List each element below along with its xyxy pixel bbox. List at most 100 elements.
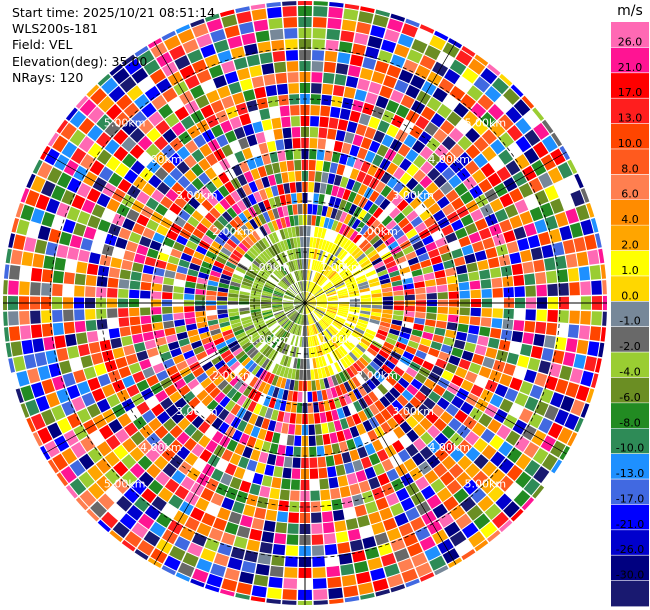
range-gate xyxy=(306,248,310,259)
range-gate xyxy=(339,383,348,395)
range-gate xyxy=(503,230,516,243)
range-gate xyxy=(317,138,327,150)
range-gate xyxy=(106,104,123,121)
range-gate xyxy=(314,171,322,182)
range-gate xyxy=(316,261,322,272)
range-gate xyxy=(305,303,316,305)
range-gate xyxy=(358,341,369,350)
colorbar-tick-label: -2.0 xyxy=(619,340,640,353)
range-gate xyxy=(327,303,338,306)
range-gate xyxy=(229,219,240,231)
range-gate xyxy=(320,489,331,501)
range-gate xyxy=(5,248,12,264)
range-gate xyxy=(97,519,111,533)
range-gate xyxy=(240,224,251,236)
range-gate xyxy=(349,449,360,462)
range-gate xyxy=(330,363,338,375)
range-gate xyxy=(456,424,471,439)
range-gate xyxy=(77,381,91,396)
range-gate xyxy=(323,282,333,290)
range-gate xyxy=(308,171,316,182)
range-gate xyxy=(169,391,182,404)
range-gate xyxy=(433,174,447,188)
range-gate xyxy=(294,313,300,323)
range-gate xyxy=(529,384,544,400)
range-gate xyxy=(330,323,340,332)
range-gate xyxy=(255,30,270,43)
range-gate xyxy=(217,231,229,242)
range-gate xyxy=(427,425,441,439)
range-gate xyxy=(380,408,392,421)
range-gate xyxy=(312,324,318,335)
range-gate xyxy=(422,235,434,246)
range-gate xyxy=(361,242,372,253)
range-gate xyxy=(330,338,339,349)
range-gate xyxy=(262,211,271,223)
range-gate xyxy=(128,362,142,375)
range-gate xyxy=(272,304,283,308)
range-gate xyxy=(229,360,241,371)
range-gate xyxy=(244,43,259,56)
range-gate xyxy=(347,315,358,322)
range-gate xyxy=(294,303,305,307)
range-gate xyxy=(264,164,274,176)
range-gate xyxy=(217,287,229,293)
range-gate xyxy=(499,519,513,533)
range-gate xyxy=(318,275,326,285)
range-gate xyxy=(489,121,506,138)
range-gate xyxy=(375,9,391,18)
range-gate xyxy=(312,312,320,321)
range-gate xyxy=(534,189,549,206)
range-gate xyxy=(161,159,176,174)
range-gate xyxy=(555,378,569,395)
range-gate xyxy=(162,128,177,143)
range-gate xyxy=(344,462,355,475)
range-gate xyxy=(369,253,380,263)
range-gate xyxy=(444,521,461,538)
range-gate xyxy=(532,447,549,465)
range-gate xyxy=(457,323,469,333)
range-gate xyxy=(275,522,288,534)
range-gate xyxy=(434,432,449,447)
range-gate xyxy=(336,263,345,272)
range-gate xyxy=(353,250,364,260)
range-gate xyxy=(523,222,537,237)
range-gate xyxy=(478,413,493,428)
range-gate xyxy=(191,415,205,429)
range-gate xyxy=(380,171,392,185)
range-gate xyxy=(98,424,114,440)
range-gate xyxy=(445,189,459,203)
colorbar-tick-label: -1.0 xyxy=(619,315,640,328)
info-panel: Start time: 2025/10/21 08:51:14 WLS200s-… xyxy=(12,5,215,86)
range-gate xyxy=(305,314,308,325)
range-gate xyxy=(65,259,77,273)
range-gate xyxy=(393,250,405,260)
range-gate xyxy=(96,441,112,457)
range-gate xyxy=(192,367,205,378)
range-gate xyxy=(484,503,502,520)
range-gate xyxy=(524,396,539,412)
range-gate xyxy=(30,175,46,193)
range-gate xyxy=(338,295,349,299)
range-gate xyxy=(192,568,209,583)
range-gate xyxy=(146,248,159,259)
range-gate xyxy=(309,282,314,292)
range-gate xyxy=(239,297,250,302)
range-gate xyxy=(281,423,289,434)
range-gate xyxy=(201,394,214,407)
range-gate xyxy=(364,46,380,60)
range-gate xyxy=(319,319,328,329)
range-gate xyxy=(206,194,219,207)
range-gate xyxy=(371,521,386,535)
range-gate xyxy=(289,215,295,227)
range-gate xyxy=(368,116,381,130)
range-gate xyxy=(198,158,211,172)
range-gate xyxy=(243,89,256,102)
range-gate xyxy=(340,328,351,337)
range-gate xyxy=(463,176,477,190)
range-gate xyxy=(273,340,282,350)
range-gate xyxy=(536,284,547,297)
range-gate xyxy=(368,277,379,284)
range-gate xyxy=(80,436,96,452)
range-gate xyxy=(61,447,78,465)
